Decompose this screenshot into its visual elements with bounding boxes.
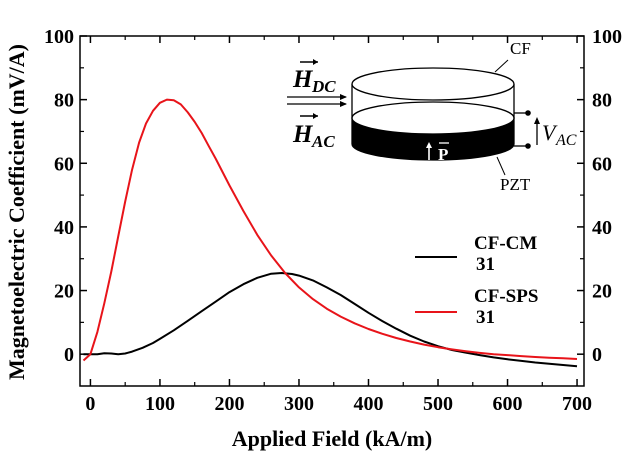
x-tick-label: 500 bbox=[423, 393, 453, 415]
legend-sub-cf-cm: 31 bbox=[476, 254, 495, 275]
inset-cf-label: CF bbox=[510, 39, 531, 58]
legend-sub-cf-sps: 31 bbox=[476, 307, 495, 328]
y-tick-label-left: 40 bbox=[54, 217, 74, 239]
inset-hdc-label: H bbox=[292, 66, 314, 93]
inset-electrode-bottom-dot bbox=[525, 143, 531, 149]
series-line-cf-cm bbox=[83, 272, 578, 368]
series-line-cf-sps bbox=[82, 98, 578, 362]
x-tick-label: 100 bbox=[145, 393, 175, 415]
inset-field-arrowhead-2 bbox=[340, 101, 347, 107]
inset-cf-top bbox=[351, 67, 515, 101]
x-axis-title: Applied Field (kA/m) bbox=[232, 426, 432, 451]
y-tick-label-right: 60 bbox=[592, 153, 612, 175]
legend-label-cf-sps: CF-SPS bbox=[474, 286, 538, 307]
inset-hdc-sub: DC bbox=[311, 77, 336, 96]
x-tick-label: 300 bbox=[284, 393, 314, 415]
y-tick-label-left: 100 bbox=[44, 26, 74, 48]
inset-vac-arrowhead-icon bbox=[534, 117, 540, 124]
inset-cf-pointer bbox=[494, 59, 509, 73]
inset-schematic: H DC H AC P CF PZT bbox=[287, 39, 577, 194]
y-tick-label-right: 20 bbox=[592, 281, 612, 303]
y-tick-label-left: 80 bbox=[54, 90, 74, 112]
legend: CF-CM 31 CF-SPS 31 bbox=[415, 233, 538, 328]
y-tick-label-right: 80 bbox=[592, 90, 612, 112]
inset-electrode-top-dot bbox=[525, 110, 531, 116]
inset-pzt-front bbox=[352, 118, 514, 160]
y-tick-label-right: 40 bbox=[592, 217, 612, 239]
x-tick-label: 0 bbox=[85, 393, 95, 415]
legend-label-cf-cm: CF-CM bbox=[474, 233, 537, 254]
inset-field-arrowhead-1 bbox=[340, 94, 347, 100]
inset-pzt-pointer bbox=[496, 156, 506, 176]
y-tick-label-right: 100 bbox=[592, 26, 622, 48]
x-tick-label: 600 bbox=[493, 393, 523, 415]
y-tick-label-left: 0 bbox=[64, 344, 74, 366]
y-tick-label-left: 20 bbox=[54, 281, 74, 303]
inset-p-label: P bbox=[438, 145, 448, 164]
y-tick-label-right: 0 bbox=[592, 344, 602, 366]
ticks-layer: 0 100 200 300 400 500 600 700 0 0 20 20 40 40 60 60 80 80… bbox=[44, 26, 622, 415]
inset-pzt-top bbox=[351, 101, 515, 135]
x-tick-label: 700 bbox=[562, 393, 592, 415]
y-tick-label-left: 60 bbox=[54, 153, 74, 175]
x-tick-label: 400 bbox=[353, 393, 383, 415]
inset-vac-label: V bbox=[542, 120, 558, 145]
inset-hdc-vector-head-icon bbox=[313, 59, 318, 65]
inset-hac-label: H bbox=[292, 121, 314, 148]
plot-frame bbox=[79, 35, 585, 387]
inset-vac-sub: AC bbox=[555, 132, 577, 149]
y-axis-title: Magnetoelectric Coefficient (mV/A) bbox=[4, 44, 29, 380]
x-tick-label: 200 bbox=[214, 393, 244, 415]
inset-polarization-arrowhead-icon bbox=[426, 142, 432, 148]
series-layer bbox=[82, 98, 578, 368]
inset-pzt-label: PZT bbox=[500, 175, 531, 194]
inset-hac-vector-head-icon bbox=[313, 113, 318, 119]
inset-hac-sub: AC bbox=[311, 132, 335, 151]
